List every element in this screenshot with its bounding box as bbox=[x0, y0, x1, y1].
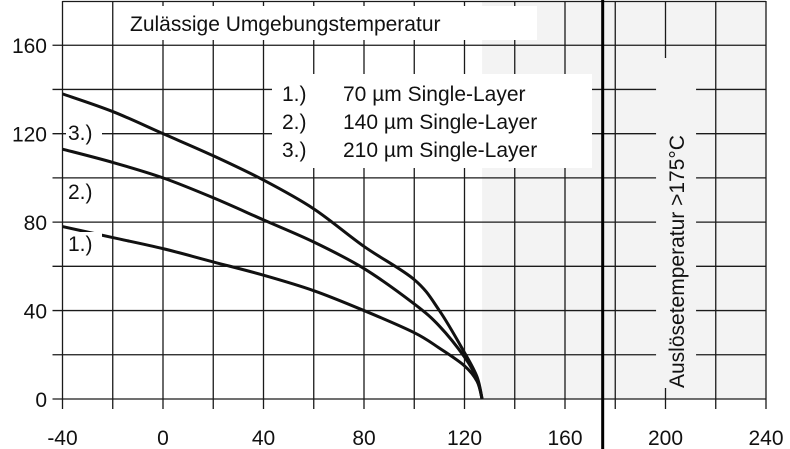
curve-label: 1.) bbox=[68, 233, 93, 256]
series bbox=[62, 92, 484, 400]
x-tick-label: 200 bbox=[648, 427, 683, 449]
trip-temperature-annotation: Auslösetemperatur >175°C bbox=[656, 58, 697, 388]
y-tick-label: 120 bbox=[12, 124, 47, 147]
y-tick-label: 80 bbox=[24, 212, 47, 235]
trip-temperature-label: Auslösetemperatur >175°C bbox=[666, 135, 689, 388]
series-line-1 bbox=[62, 225, 484, 400]
y-tick-label: 160 bbox=[12, 35, 47, 58]
x-tick-label: 160 bbox=[547, 427, 582, 449]
legend: 1.) 70 µm Single-Layer 2.) 140 µm Single-La… bbox=[272, 74, 592, 168]
y-tick-label: 40 bbox=[24, 301, 47, 324]
curve-label: 3.) bbox=[68, 122, 93, 145]
series-line-3 bbox=[62, 92, 484, 400]
series-line-2 bbox=[62, 147, 484, 400]
curve-labels: 1.) 2.) 3.) bbox=[66, 121, 102, 256]
legend-label: 140 µm Single-Layer bbox=[343, 111, 537, 134]
shaded-region bbox=[482, 1, 766, 399]
chart-title-text: Zulässige Umgebungstemperatur bbox=[130, 13, 441, 36]
legend-label: 70 µm Single-Layer bbox=[343, 83, 526, 106]
grid bbox=[52, 0, 767, 409]
x-tick-label: 240 bbox=[748, 427, 783, 449]
legend-index: 2.) bbox=[282, 111, 307, 134]
chart-title: Zulässige Umgebungstemperatur bbox=[123, 6, 537, 40]
x-tick-label: 120 bbox=[447, 427, 482, 449]
legend-label: 210 µm Single-Layer bbox=[343, 139, 537, 162]
x-tick-label: 40 bbox=[252, 427, 275, 449]
y-tick-label: 0 bbox=[35, 389, 47, 412]
x-tick-label: 0 bbox=[157, 427, 169, 449]
x-tick-label: 80 bbox=[352, 427, 375, 449]
legend-index: 1.) bbox=[282, 83, 307, 106]
legend-index: 3.) bbox=[282, 139, 307, 162]
curve-label: 2.) bbox=[68, 181, 93, 204]
x-tick-label: -40 bbox=[47, 427, 77, 449]
